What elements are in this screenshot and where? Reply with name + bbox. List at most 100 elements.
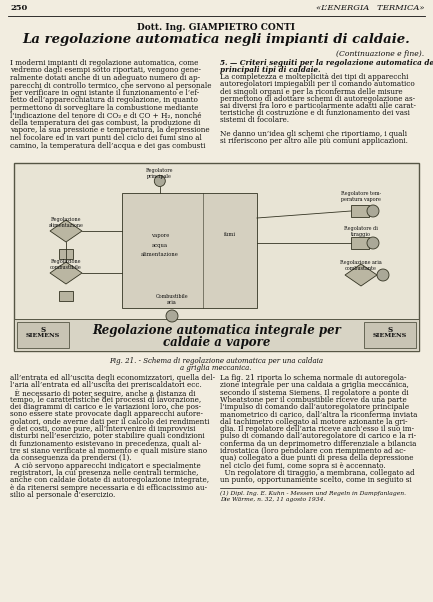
Text: Combustibile: Combustibile	[156, 294, 188, 299]
Text: si riferiscono per altro alle più comuni applicazioni.: si riferiscono per altro alle più comuni…	[220, 137, 408, 145]
Text: SIEMENS: SIEMENS	[373, 333, 407, 338]
Text: principali tipi di caldaie.: principali tipi di caldaie.	[220, 66, 320, 74]
Text: parecchi di controllo termico, che servono al personale: parecchi di controllo termico, che servo…	[10, 81, 211, 90]
Bar	[351, 237, 369, 249]
Text: caldaie a vapore: caldaie a vapore	[163, 336, 270, 349]
Text: «L’ENERGIA   TERMICA»: «L’ENERGIA TERMICA»	[316, 4, 424, 12]
Text: nel ciclo dei fumi, come sopra si è accennato.: nel ciclo dei fumi, come sopra si è acce…	[220, 462, 386, 470]
Text: SIEMENS: SIEMENS	[26, 333, 60, 338]
Text: (1) Dipl. Ing. E. Kuhn - Messen und Regeln in Dampfanlagen.: (1) Dipl. Ing. E. Kuhn - Messen und Rege…	[220, 491, 406, 496]
Text: zione integrale per una caldaia a griglia meccanica,: zione integrale per una caldaia a grigli…	[220, 381, 409, 389]
Text: qua) collegato a due punti di presa della depressione: qua) collegato a due punti di presa dell…	[220, 455, 414, 462]
Text: Un regolatore di tiraggio, a membrana, collegato ad: Un regolatore di tiraggio, a membrana, c…	[220, 469, 415, 477]
Text: permettono di adottare schemi di autoregolazione as-: permettono di adottare schemi di autoreg…	[220, 95, 415, 102]
Text: Regolazione automatica integrale per: Regolazione automatica integrale per	[92, 324, 341, 337]
Text: principale: principale	[147, 174, 172, 179]
Circle shape	[166, 310, 178, 322]
Text: combustante: combustante	[345, 266, 377, 271]
Text: è da ritenersi sempre necessaria e di efficacissimo au-: è da ritenersi sempre necessaria e di ef…	[10, 483, 207, 491]
Polygon shape	[50, 262, 82, 284]
Text: fetto dell’apparecchiatura di regolazione, in quanto: fetto dell’apparecchiatura di regolazion…	[10, 96, 198, 105]
Text: S: S	[388, 326, 393, 334]
Text: tre si siano verificate al momento e quali misure siano: tre si siano verificate al momento e qua…	[10, 447, 207, 455]
Text: alimentazione: alimentazione	[141, 252, 179, 258]
Text: (Continuazione e fine).: (Continuazione e fine).	[336, 50, 424, 58]
Text: vapore: vapore	[151, 232, 169, 238]
Circle shape	[154, 176, 165, 187]
Text: ralmente dotati anche di un adeguato numero di ap-: ralmente dotati anche di un adeguato num…	[10, 74, 200, 82]
Text: per verificare in ogni istante il funzionamento e l’ef-: per verificare in ogni istante il funzio…	[10, 89, 199, 97]
Text: un punto, opportunamente scelto, come in seguito si: un punto, opportunamente scelto, come in…	[220, 476, 412, 484]
Text: Die Wärme, n. 32, 11 agosto 1934.: Die Wärme, n. 32, 11 agosto 1934.	[220, 497, 325, 503]
Text: La completezza e molteplicità dei tipi di apparecchi: La completezza e molteplicità dei tipi d…	[220, 73, 408, 81]
Circle shape	[367, 205, 379, 217]
Text: 5. — Criteri seguiti per la regolazione automatica dei: 5. — Criteri seguiti per la regolazione …	[220, 59, 433, 67]
Text: anche con caldaie dotate di autoregolazione integrate,: anche con caldaie dotate di autoregolazi…	[10, 476, 209, 484]
Text: dei diagrammi di carico e le variazioni loro, che pos-: dei diagrammi di carico e le variazioni …	[10, 403, 201, 411]
Bar	[351, 205, 369, 217]
Text: e dei costi, come pure, all’intervenire di improvvisi: e dei costi, come pure, all’intervenire …	[10, 425, 195, 433]
Text: idrostatica (loro pendolare con riempimento ad ac-: idrostatica (loro pendolare con riempime…	[220, 447, 406, 455]
Text: manometrico di carico, dall’altra la riconferma inviata: manometrico di carico, dall’altra la ric…	[220, 411, 417, 418]
Bar	[59, 291, 73, 301]
Circle shape	[367, 237, 379, 249]
Text: Regolatore di: Regolatore di	[344, 226, 378, 231]
Text: dal tachimetro collegato al motore azionante la gri-: dal tachimetro collegato al motore azion…	[220, 418, 407, 426]
Text: Fig. 21. - Schema di regolazione automatica per una caldaia: Fig. 21. - Schema di regolazione automat…	[109, 357, 323, 365]
Text: pulso di comando dall’autoregolatore di carico e la ri-: pulso di comando dall’autoregolatore di …	[220, 432, 416, 441]
Text: di funzionamento esistevano in precedenza, quali al-: di funzionamento esistevano in precedenz…	[10, 439, 201, 448]
Circle shape	[377, 269, 389, 281]
Text: tempo, le caratteristiche dei processi di lavorazione,: tempo, le caratteristiche dei processi d…	[10, 396, 201, 404]
Bar	[14, 319, 419, 351]
Text: I moderni impianti di regolazione automatica, come: I moderni impianti di regolazione automa…	[10, 59, 198, 67]
Text: È necessario di poter seguire, anche a distanza di: È necessario di poter seguire, anche a d…	[10, 389, 196, 397]
Polygon shape	[50, 220, 82, 242]
Bar	[59, 249, 73, 259]
Bar	[364, 322, 416, 348]
Bar	[122, 193, 257, 308]
Text: da conseguenza da prendersi (1).: da conseguenza da prendersi (1).	[10, 455, 132, 462]
Text: golatori, onde averne dati per il calcolo dei rendimenti: golatori, onde averne dati per il calcol…	[10, 418, 210, 426]
Text: tiraggio: tiraggio	[351, 232, 371, 237]
Text: permettono di sorvegliare la combustione mediante: permettono di sorvegliare la combustione…	[10, 104, 198, 112]
Text: secondo il sistema Siemens. Il regolatore a ponte di: secondo il sistema Siemens. Il regolator…	[220, 389, 409, 397]
Text: glia. Il regolatore dell’aria riceve anch’esso il suo im-: glia. Il regolatore dell’aria riceve anc…	[220, 425, 414, 433]
Text: Regolatore tem-: Regolatore tem-	[341, 191, 381, 196]
Text: Ne danno un’idea gli schemi che riportiamo, i quali: Ne danno un’idea gli schemi che riportia…	[220, 130, 407, 138]
Text: all’entrata ed all’uscita degli economizzatori, quella del-: all’entrata ed all’uscita degli economiz…	[10, 374, 215, 382]
Text: combustibile: combustibile	[50, 265, 82, 270]
Text: Wheatstone per il combustibile riceve da una parte: Wheatstone per il combustibile riceve da…	[220, 396, 407, 404]
Text: l’aria all’entrata ed all’uscita dei preriscaldatori ecc.: l’aria all’entrata ed all’uscita dei pre…	[10, 381, 202, 389]
Text: autoregolatori impiegabili per il comando automatico: autoregolatori impiegabili per il comand…	[220, 81, 415, 88]
Text: La regolazione automatica negli impianti di caldaie.: La regolazione automatica negli impianti…	[22, 33, 410, 46]
Text: La fig. 21 riporta lo schema normale di autoregola-: La fig. 21 riporta lo schema normale di …	[220, 374, 407, 382]
Text: l’impulso di comando dall’autoregolatore principale: l’impulso di comando dall’autoregolatore…	[220, 403, 409, 411]
Text: Regolazione: Regolazione	[51, 259, 81, 264]
Text: aria: aria	[167, 300, 177, 305]
Polygon shape	[345, 264, 377, 286]
Text: registratori, la cui presenza nelle centrali termiche,: registratori, la cui presenza nelle cent…	[10, 469, 198, 477]
Text: 250: 250	[10, 4, 27, 12]
Bar	[17, 322, 69, 348]
Text: sono essere state provocate dagli apparecchi autore-: sono essere state provocate dagli appare…	[10, 411, 203, 418]
Text: peratura vapore: peratura vapore	[341, 197, 381, 202]
Text: camino, la temperatura dell’acqua e dei gas combusti: camino, la temperatura dell’acqua e dei …	[10, 141, 205, 149]
Text: sai diversi fra loro e particolarmente adatti alle carat-: sai diversi fra loro e particolarmente a…	[220, 102, 416, 110]
Text: alimentazione: alimentazione	[48, 223, 84, 228]
Text: dei singoli organi e per la riconferma delle misure: dei singoli organi e per la riconferma d…	[220, 87, 403, 96]
Text: silio al personale d’esercizio.: silio al personale d’esercizio.	[10, 491, 115, 499]
Text: vedremo dagli esempi sotto riportati, vengono gene-: vedremo dagli esempi sotto riportati, ve…	[10, 66, 201, 75]
Text: l’indicazione del tenore di CO₂ e di CO + H₂, nonché: l’indicazione del tenore di CO₂ e di CO …	[10, 111, 201, 120]
Text: teristiche di costruzione e di funzionamento dei vasi: teristiche di costruzione e di funzionam…	[220, 109, 410, 117]
Text: A ciò servono apparecchi indicatori e specialmente: A ciò servono apparecchi indicatori e sp…	[10, 462, 201, 470]
Text: della temperatura dei gas combust, la produzione di: della temperatura dei gas combust, la pr…	[10, 119, 200, 127]
Text: Regolatore: Regolatore	[146, 168, 174, 173]
Text: a griglia meccanica.: a griglia meccanica.	[180, 364, 252, 373]
Text: S: S	[40, 326, 45, 334]
Text: conferma da un deprimometro differenziale a bilancia: conferma da un deprimometro differenzial…	[220, 439, 417, 448]
Text: fumi: fumi	[224, 232, 236, 238]
Bar	[14, 163, 419, 351]
Text: Regolazione: Regolazione	[51, 217, 81, 222]
Text: nel focolare ed in vari punti del ciclo dei fumi sino al: nel focolare ed in vari punti del ciclo …	[10, 134, 202, 142]
Text: Regolazione aria: Regolazione aria	[340, 260, 382, 265]
